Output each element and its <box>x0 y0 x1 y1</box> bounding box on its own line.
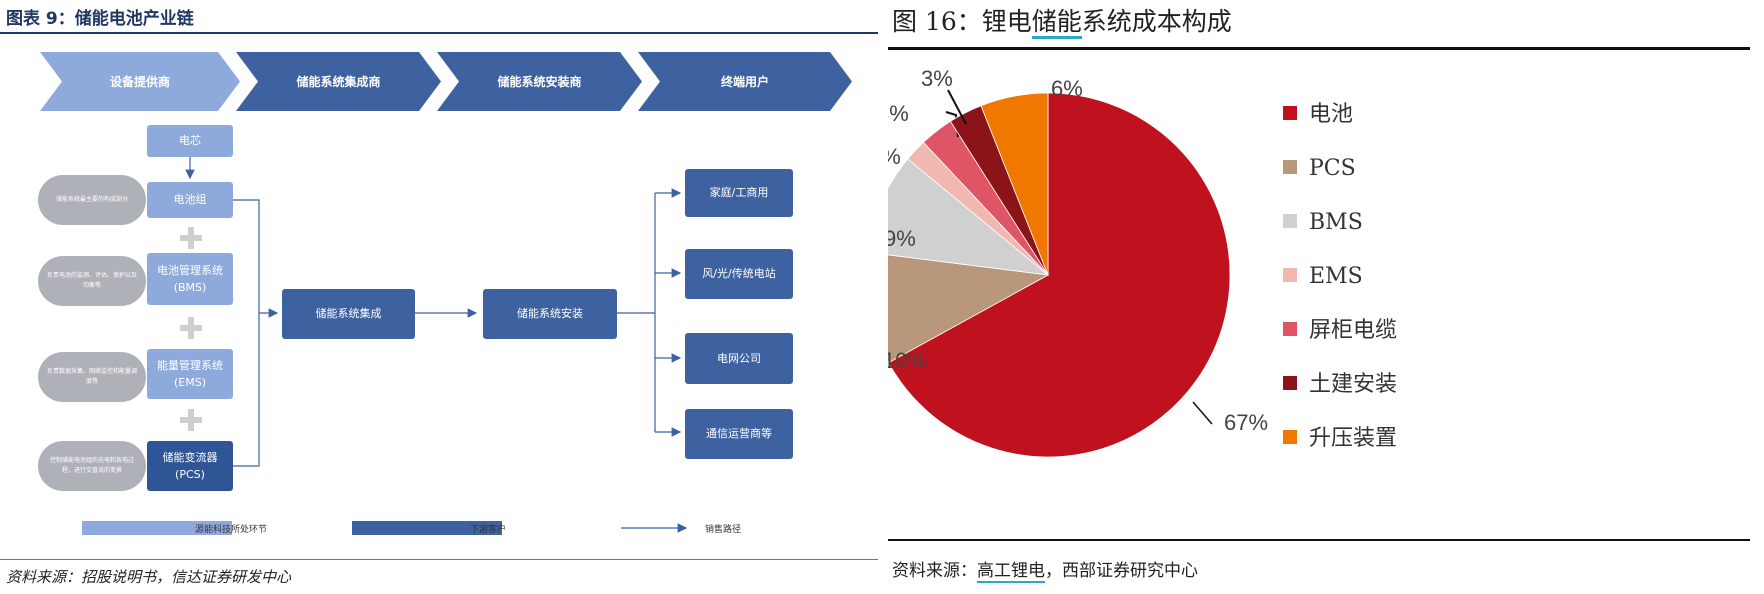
legend-label-arrow: 销售路径 <box>705 525 742 535</box>
pie-slice <box>888 158 1050 276</box>
bms-label: 电池管理系统 <box>157 263 223 277</box>
legend-label: PCS <box>1309 156 1356 181</box>
source-prefix: 资料来源： <box>892 561 977 581</box>
title-divider <box>888 47 1750 50</box>
industry-chain-figure: 图表 9：储能电池产业链 设备提供商 储能系统集成商 储能系统安装商 终端用户 … <box>0 0 880 594</box>
plus-icon <box>180 227 202 249</box>
bms-abbr: (BMS) <box>173 281 207 294</box>
pie-value-label: 10% <box>888 348 927 373</box>
plus-icon <box>180 317 202 339</box>
title-highlight: 储能 <box>1031 7 1082 39</box>
figure-title: 图 16：锂电储能系统成本构成 <box>892 2 1232 39</box>
pcs-description: 控制储能电池组的充电和放电过程，进行交直流的变换 <box>38 441 146 491</box>
system-integration-box: 储能系统集成 <box>282 289 415 339</box>
ems-label: 能量管理系统 <box>157 358 223 372</box>
cost-structure-figure: 图 16：锂电储能系统成本构成 67% 10% 9% 2% 3% 3% 6% 电池 PCS BMS… <box>888 0 1764 594</box>
bms-description: 负责电池的监测、评估、保护以及均衡等 <box>38 256 146 306</box>
legend-swatch <box>1283 322 1297 336</box>
system-integration-label: 储能系统集成 <box>315 307 382 321</box>
battery-pack-label: 电池组 <box>173 193 207 207</box>
legend-label: 土建安装 <box>1309 372 1397 397</box>
source-highlight: 高工锂电 <box>977 561 1045 583</box>
pie-slice <box>888 92 1231 458</box>
system-installation-box: 储能系统安装 <box>483 289 617 339</box>
legend-swatch <box>1283 214 1297 228</box>
source-note: 资料来源：高工锂电，西部证券研究中心 <box>892 556 1198 583</box>
user-box-telecom: 通信运营商等 <box>685 409 793 459</box>
legend-swatch <box>1283 106 1297 120</box>
pie-slice <box>980 92 1049 276</box>
pie-value-label: 3% <box>921 66 953 91</box>
battery-pack-description: 储能系统最主要的构成部分 <box>38 175 146 225</box>
figure-title: 图表 9：储能电池产业链 <box>6 9 194 29</box>
legend-label: 屏柜电缆 <box>1309 318 1397 343</box>
legend-swatch <box>1283 376 1297 390</box>
user-label: 风/光/传统电站 <box>702 267 776 281</box>
chevron-equipment-supplier: 设备提供商 <box>40 52 240 111</box>
legend-label: 升压装置 <box>1309 426 1397 451</box>
legend-swatch-dark <box>352 521 502 535</box>
legend-swatch <box>1283 268 1297 282</box>
user-label: 通信运营商等 <box>706 427 772 441</box>
system-installation-label: 储能系统安装 <box>517 307 583 321</box>
label-leader-line <box>1192 401 1213 425</box>
ems-abbr: (EMS) <box>173 376 206 389</box>
user-label: 家庭/工商用 <box>709 186 769 200</box>
title-prefix: 图 16：锂电 <box>892 7 1032 36</box>
pie-value-label: 9% <box>888 226 916 251</box>
source-divider <box>0 559 878 560</box>
source-suffix: ，西部证券研究中心 <box>1045 561 1198 581</box>
legend-label-light: 源能科技所处环节 <box>195 525 268 535</box>
ems-box: 能量管理系统 (EMS) <box>147 349 233 399</box>
legend-swatch <box>1283 160 1297 174</box>
source-divider <box>888 539 1750 541</box>
legend-swatch-light <box>82 521 232 535</box>
chevron-system-installer: 储能系统安装商 <box>437 52 642 111</box>
source-note: 资料来源：招股说明书，信达证券研发中心 <box>6 568 292 586</box>
ems-description: 负责数据采集、网络监控和能量调度等 <box>38 352 146 402</box>
legend-label-dark: 下游客户 <box>470 525 507 535</box>
user-box-grid-company: 电网公司 <box>685 333 793 384</box>
bms-box: 电池管理系统 (BMS) <box>147 253 233 305</box>
cell-box: 电芯 <box>147 125 233 157</box>
chevron-system-integrator: 储能系统集成商 <box>236 52 441 111</box>
legend-label: EMS <box>1309 264 1363 289</box>
battery-pack-box: 电池组 <box>147 182 233 218</box>
title-divider <box>0 32 878 34</box>
cell-label: 电芯 <box>179 134 201 148</box>
pie-value-label: 67% <box>1224 410 1268 435</box>
flow-arrows <box>185 157 688 533</box>
pcs-label: 储能变流器 <box>162 450 218 464</box>
user-box-residential: 家庭/工商用 <box>685 169 793 217</box>
legend-label: 电池 <box>1309 102 1353 127</box>
pie-value-label: 6% <box>1051 76 1083 101</box>
legend-label: BMS <box>1309 210 1363 235</box>
pie-slice <box>888 254 1050 364</box>
pie-value-label: 3% <box>888 101 909 126</box>
label-leader-line <box>947 89 967 125</box>
pcs-box: 储能变流器 (PCS) <box>147 441 233 491</box>
user-label: 电网公司 <box>717 351 761 365</box>
pcs-abbr: (PCS) <box>175 468 205 481</box>
chevron-end-user: 终端用户 <box>638 52 852 111</box>
title-suffix: 系统成本构成 <box>1081 7 1232 36</box>
plus-icon <box>180 409 202 431</box>
pie-value-label: 2% <box>888 144 901 169</box>
user-box-power-station: 风/光/传统电站 <box>685 249 793 299</box>
legend-swatch <box>1283 430 1297 444</box>
